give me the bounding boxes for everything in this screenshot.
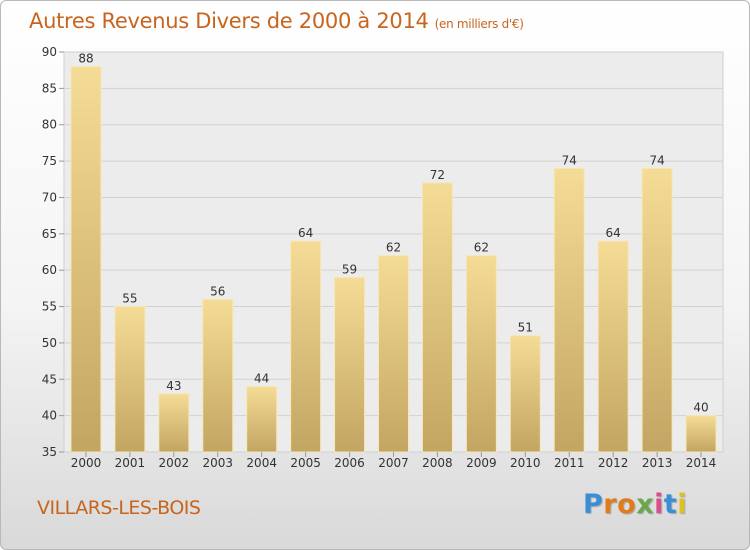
logo-letter: o	[617, 489, 637, 520]
x-tick-label: 2014	[686, 456, 717, 470]
bar	[70, 66, 102, 453]
x-axis-labels: 2000 2001 2002 2003 2004 2005 2006 2007 2008 2009…	[71, 452, 717, 470]
x-tick-label: 2008	[422, 456, 453, 470]
bar	[597, 240, 629, 453]
x-tick-label: 2002	[159, 456, 190, 470]
y-tick-label: 55	[42, 300, 57, 314]
data-label: 59	[342, 262, 357, 276]
data-label: 62	[474, 241, 489, 255]
y-tick-label: 65	[42, 227, 57, 241]
x-tick-label: 2001	[115, 456, 146, 470]
y-axis-labels: 35 40 45 50 55 60 65 70 75 80 85 90	[42, 45, 57, 459]
data-label: 62	[386, 241, 401, 255]
bar	[553, 167, 585, 453]
chart-subtitle: (en milliers d'€)	[434, 17, 524, 31]
x-tick-label: 2000	[71, 456, 102, 470]
x-tick-label: 2012	[598, 456, 629, 470]
x-tick-label: 2011	[554, 456, 585, 470]
logo-letter: x	[636, 489, 655, 520]
y-tick-label: 90	[42, 45, 57, 59]
data-label: 64	[606, 226, 621, 240]
data-label: 55	[122, 292, 137, 306]
data-label: 72	[430, 168, 445, 182]
x-tick-label: 2013	[642, 456, 673, 470]
data-label: 74	[562, 153, 577, 167]
y-tick-label: 85	[42, 81, 57, 95]
x-tick-label: 2004	[246, 456, 277, 470]
logo-letter: P	[583, 489, 604, 520]
data-label: 44	[254, 372, 269, 386]
y-tick-label: 45	[42, 372, 57, 386]
value-labels: 88 55 43 56 44 64 59 62 72 62 51 74 64 74 40	[78, 52, 708, 415]
bar	[421, 182, 453, 453]
y-tick-label: 50	[42, 336, 57, 350]
x-tick-label: 2003	[202, 456, 233, 470]
x-tick-label: 2005	[290, 456, 321, 470]
chart-title-text: Autres Revenus Divers de 2000 à 2014	[29, 9, 429, 33]
bar	[641, 167, 673, 453]
data-label: 64	[298, 226, 313, 240]
bar	[202, 298, 234, 453]
x-tick-label: 2006	[334, 456, 365, 470]
data-label: 40	[693, 401, 708, 415]
logo-letter: i	[677, 489, 688, 520]
y-tick-label: 75	[42, 154, 57, 168]
bar	[509, 335, 541, 453]
proxiti-logo: Proxiti	[583, 489, 687, 520]
y-tick-label: 35	[42, 445, 57, 459]
y-tick-label: 80	[42, 118, 57, 132]
bar	[246, 386, 278, 453]
data-label: 43	[166, 379, 181, 393]
logo-letter: t	[663, 489, 678, 520]
x-tick-label: 2009	[466, 456, 497, 470]
y-tick-label: 70	[42, 190, 57, 204]
bar	[334, 276, 366, 453]
y-tick-label: 40	[42, 409, 57, 423]
bar	[290, 240, 322, 453]
bar	[114, 306, 146, 453]
bars	[70, 66, 717, 453]
bar	[465, 255, 497, 453]
logo-letter: r	[603, 489, 618, 520]
y-tick-label: 60	[42, 263, 57, 277]
data-label: 56	[210, 284, 225, 298]
x-tick-label: 2007	[378, 456, 409, 470]
logo-letter: i	[654, 489, 664, 520]
data-label: 74	[649, 153, 664, 167]
chart-title: Autres Revenus Divers de 2000 à 2014 (en …	[29, 9, 524, 33]
bar	[158, 393, 190, 453]
x-tick-label: 2010	[510, 456, 541, 470]
bar	[685, 415, 717, 453]
data-label: 88	[78, 52, 93, 66]
data-label: 51	[518, 321, 533, 335]
commune-name: VILLARS-LES-BOIS	[37, 497, 201, 519]
bar	[378, 255, 409, 453]
